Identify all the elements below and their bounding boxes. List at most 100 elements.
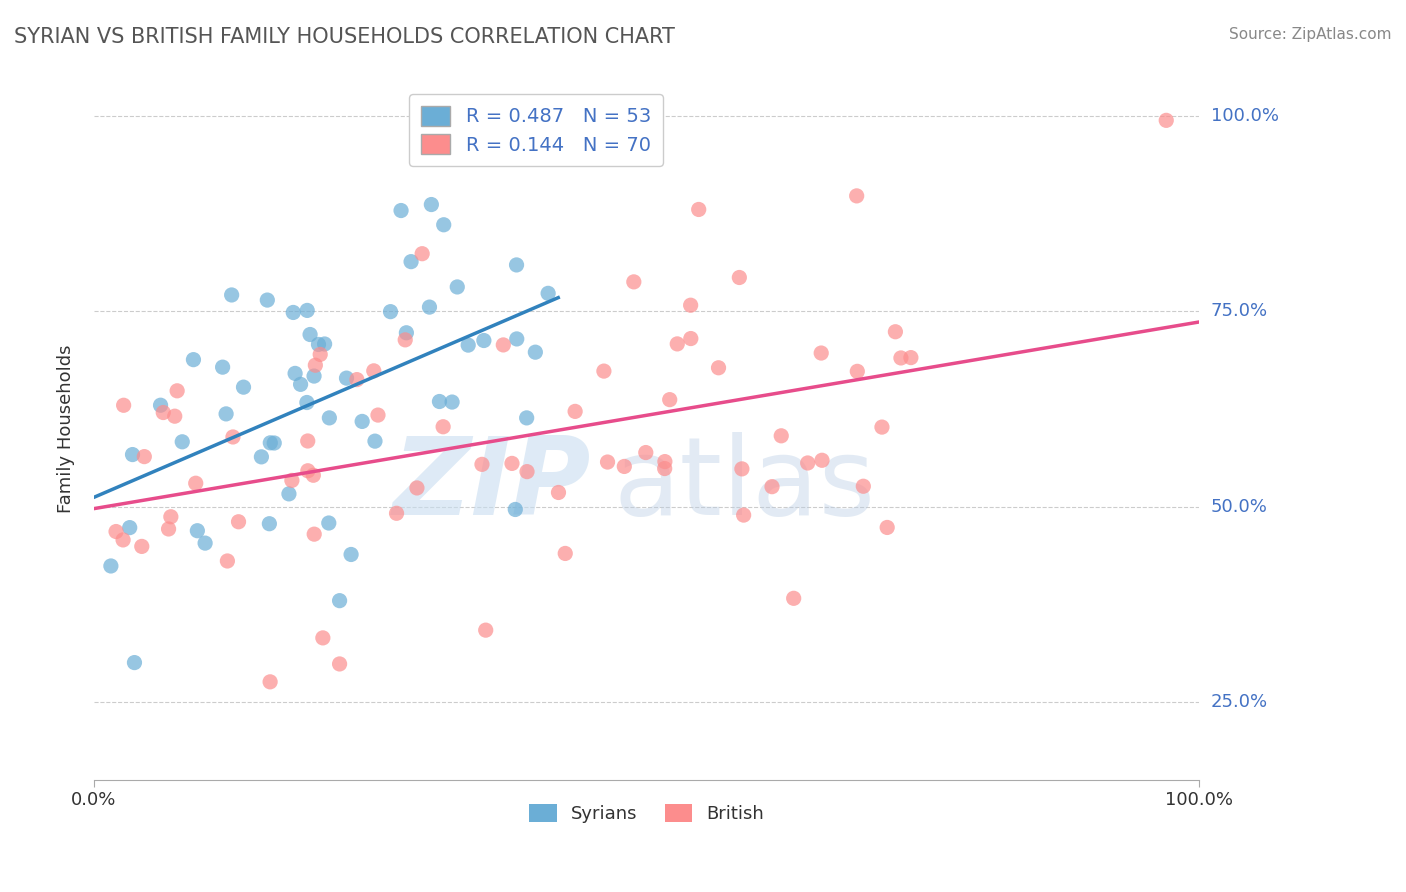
Point bbox=[352, 414, 374, 428]
Point bbox=[441, 395, 464, 409]
Point bbox=[613, 459, 636, 474]
Point bbox=[263, 436, 285, 450]
Point bbox=[471, 458, 494, 472]
Point bbox=[846, 364, 869, 378]
Point bbox=[492, 338, 515, 352]
Point bbox=[516, 465, 538, 479]
Point bbox=[329, 657, 352, 671]
Point bbox=[394, 333, 416, 347]
Text: 25.0%: 25.0% bbox=[1211, 692, 1268, 711]
Point bbox=[399, 254, 422, 268]
Point bbox=[547, 485, 569, 500]
Point bbox=[105, 524, 128, 539]
Point bbox=[309, 347, 332, 361]
Point bbox=[505, 502, 527, 516]
Point bbox=[364, 434, 387, 449]
Point bbox=[295, 303, 318, 318]
Point bbox=[890, 351, 912, 365]
Point bbox=[389, 203, 412, 218]
Point bbox=[166, 384, 188, 398]
Point bbox=[217, 554, 239, 568]
Point bbox=[131, 540, 153, 554]
Text: Source: ZipAtlas.com: Source: ZipAtlas.com bbox=[1229, 27, 1392, 42]
Point bbox=[157, 522, 180, 536]
Point bbox=[406, 481, 429, 495]
Point bbox=[184, 476, 207, 491]
Point bbox=[761, 480, 783, 494]
Point bbox=[194, 536, 217, 550]
Point bbox=[457, 338, 479, 352]
Point bbox=[524, 345, 547, 359]
Point bbox=[232, 380, 254, 394]
Point bbox=[340, 548, 363, 562]
Point bbox=[796, 456, 818, 470]
Point bbox=[118, 520, 141, 534]
Point bbox=[163, 409, 186, 424]
Point bbox=[284, 367, 307, 381]
Point bbox=[302, 369, 325, 384]
Point bbox=[554, 546, 576, 560]
Point bbox=[380, 304, 402, 318]
Point bbox=[318, 410, 340, 425]
Point bbox=[304, 358, 326, 372]
Point bbox=[900, 351, 922, 365]
Text: SYRIAN VS BRITISH FAMILY HOUSEHOLDS CORRELATION CHART: SYRIAN VS BRITISH FAMILY HOUSEHOLDS CORR… bbox=[14, 27, 675, 46]
Point bbox=[432, 419, 454, 434]
Point bbox=[222, 430, 245, 444]
Point bbox=[228, 515, 250, 529]
Point bbox=[211, 360, 233, 375]
Point bbox=[259, 435, 281, 450]
Point bbox=[564, 404, 586, 418]
Point bbox=[134, 450, 156, 464]
Point bbox=[870, 420, 893, 434]
Point bbox=[314, 337, 336, 351]
Point bbox=[302, 468, 325, 483]
Point bbox=[112, 533, 135, 547]
Point bbox=[250, 450, 273, 464]
Point bbox=[623, 275, 645, 289]
Point bbox=[593, 364, 616, 378]
Point bbox=[395, 326, 418, 340]
Point bbox=[679, 332, 702, 346]
Point bbox=[295, 395, 318, 409]
Legend: Syrians, British: Syrians, British bbox=[519, 793, 775, 834]
Point bbox=[290, 377, 312, 392]
Point bbox=[501, 457, 523, 471]
Point bbox=[152, 405, 174, 419]
Point bbox=[411, 246, 433, 260]
Point bbox=[335, 371, 357, 385]
Point bbox=[433, 218, 456, 232]
Point bbox=[429, 394, 451, 409]
Point bbox=[666, 337, 689, 351]
Point bbox=[654, 461, 676, 475]
Point bbox=[770, 429, 793, 443]
Point bbox=[172, 434, 194, 449]
Point bbox=[149, 398, 172, 412]
Point bbox=[688, 202, 710, 217]
Point bbox=[506, 332, 529, 346]
Point bbox=[283, 305, 305, 319]
Point bbox=[367, 408, 389, 422]
Point bbox=[418, 300, 440, 314]
Point bbox=[346, 373, 368, 387]
Point bbox=[596, 455, 619, 469]
Text: atlas: atlas bbox=[613, 432, 876, 538]
Point bbox=[446, 280, 468, 294]
Point bbox=[811, 453, 834, 467]
Point bbox=[183, 352, 205, 367]
Point bbox=[658, 392, 681, 407]
Point bbox=[654, 454, 676, 468]
Point bbox=[733, 508, 755, 522]
Point bbox=[256, 293, 278, 307]
Point bbox=[420, 197, 443, 211]
Text: 75.0%: 75.0% bbox=[1211, 302, 1268, 320]
Point bbox=[810, 346, 832, 360]
Point bbox=[318, 516, 340, 530]
Point bbox=[728, 270, 751, 285]
Point bbox=[302, 527, 325, 541]
Point bbox=[516, 410, 538, 425]
Point bbox=[277, 487, 299, 501]
Point bbox=[259, 516, 281, 531]
Y-axis label: Family Households: Family Households bbox=[58, 344, 75, 513]
Point bbox=[852, 479, 875, 493]
